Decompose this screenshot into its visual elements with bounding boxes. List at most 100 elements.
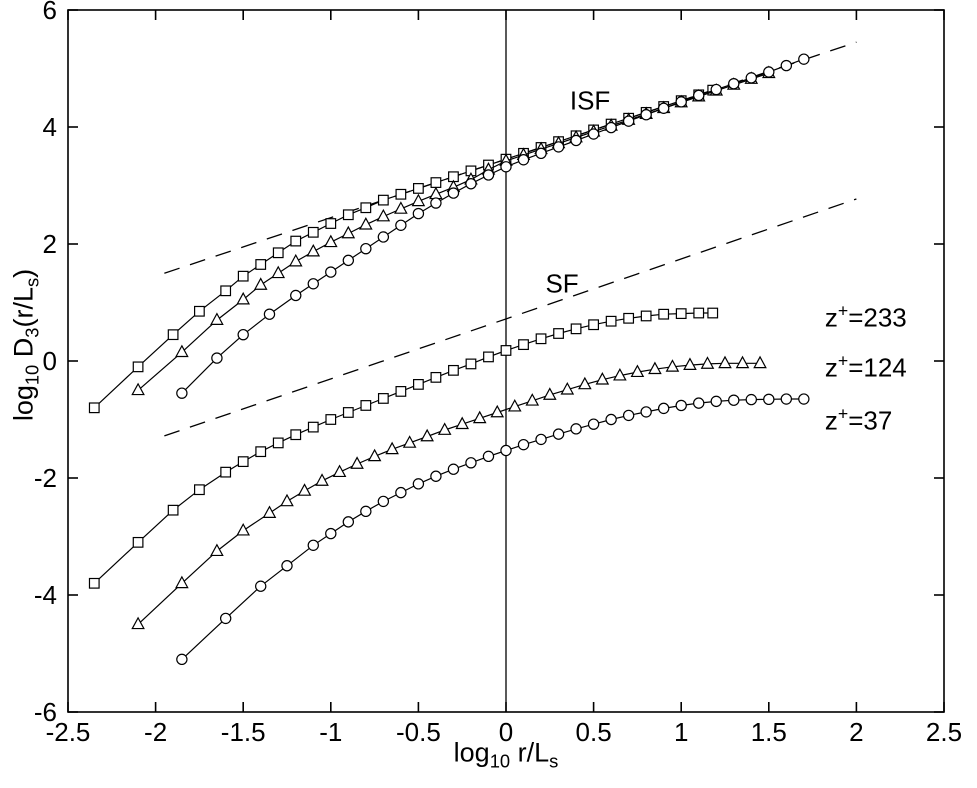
- square-marker: [194, 305, 205, 317]
- series-sf-square: [88, 307, 719, 589]
- circle-marker: [395, 486, 407, 499]
- square-marker: [132, 361, 144, 373]
- circle-marker: [395, 219, 407, 231]
- triangle-marker: [271, 265, 286, 279]
- triangle-marker: [630, 364, 645, 378]
- square-marker: [500, 345, 512, 356]
- x-tick-label: -2: [144, 717, 167, 747]
- square-marker: [535, 333, 547, 345]
- circle-marker: [657, 102, 670, 114]
- triangle-marker: [735, 355, 750, 369]
- square-marker: [88, 577, 100, 589]
- circle-marker: [430, 197, 442, 209]
- square-marker: [377, 393, 389, 404]
- circle-marker: [780, 59, 793, 72]
- x-label-text: log: [453, 737, 490, 768]
- circle-marker: [263, 308, 276, 320]
- square-marker: [413, 379, 424, 390]
- z233-annotation: z+=233: [824, 300, 907, 333]
- square-marker: [395, 188, 407, 200]
- circle-marker: [570, 423, 582, 435]
- triangle-marker: [420, 428, 434, 442]
- triangle-marker: [210, 312, 224, 325]
- z124-annotation: z+=124: [824, 350, 907, 383]
- triangle-marker: [341, 225, 356, 239]
- triangle-marker: [394, 201, 408, 214]
- triangle-marker: [542, 387, 557, 400]
- triangle-marker: [595, 372, 610, 385]
- triangle-marker: [262, 505, 277, 518]
- triangle-marker: [700, 356, 715, 369]
- circle-marker: [640, 109, 652, 121]
- circle-marker: [657, 402, 670, 415]
- triangle-marker: [437, 422, 452, 435]
- circle-marker: [728, 78, 740, 90]
- sf-annotation: SF: [545, 268, 579, 299]
- square-marker: [360, 202, 372, 214]
- circle-marker: [176, 387, 188, 399]
- circle-marker: [482, 450, 495, 463]
- square-marker: [307, 226, 319, 238]
- lower-dashed-slope1: [164, 198, 857, 437]
- circle-marker: [412, 207, 425, 220]
- circle-marker: [693, 89, 705, 102]
- circle-marker: [500, 444, 512, 457]
- circle-marker: [447, 463, 460, 475]
- square-marker: [377, 194, 389, 206]
- x-tick-label: 1.5: [751, 717, 787, 747]
- triangle-marker: [297, 483, 312, 496]
- triangle-marker: [455, 416, 470, 430]
- circle-marker: [465, 457, 477, 469]
- square-marker: [342, 407, 354, 418]
- series-line: [93, 89, 713, 409]
- circle-marker: [412, 478, 425, 490]
- circle-marker: [342, 516, 355, 528]
- isf-annotation: ISF: [569, 85, 611, 116]
- square-marker: [465, 358, 477, 370]
- triangle-marker: [665, 359, 680, 372]
- triangle-marker: [175, 575, 189, 589]
- circle-marker: [517, 154, 530, 166]
- y-tick-label: -2: [34, 463, 57, 493]
- circle-marker: [552, 428, 565, 440]
- triangle-marker: [560, 382, 575, 395]
- z37-annotation: z+=37: [824, 403, 893, 435]
- axis-ticks: -2.5 -2 -1.5 -1 -0.5 0 0.5 1 1.5 2 2.5 -6 -4 -2 0 2 4 6: [34, 0, 962, 747]
- square-marker: [658, 308, 670, 320]
- triangle-marker: [578, 376, 592, 390]
- triangle-marker: [288, 253, 303, 267]
- square-marker: [290, 429, 302, 441]
- circle-marker: [763, 393, 775, 406]
- square-marker: [430, 177, 442, 188]
- x-tick-label: -2.5: [46, 717, 91, 747]
- circle-marker: [640, 406, 652, 418]
- square-marker: [623, 312, 635, 324]
- circle-marker: [377, 495, 390, 508]
- series-isf-triangle: [131, 65, 776, 396]
- circle-marker: [219, 612, 232, 625]
- triangle-marker: [306, 243, 321, 257]
- circle-marker: [745, 393, 757, 406]
- square-marker: [167, 329, 179, 341]
- circle-marker: [237, 328, 249, 341]
- circle-marker: [675, 96, 687, 108]
- y-axis-label: log10 D3(r/Ls): [8, 268, 43, 422]
- square-marker: [255, 259, 267, 270]
- triangle-marker: [280, 493, 294, 507]
- triangle-marker: [332, 464, 347, 478]
- circle-marker: [780, 393, 793, 405]
- triangle-marker: [236, 522, 251, 536]
- square-marker: [570, 323, 582, 335]
- circle-marker: [535, 433, 547, 446]
- triangle-marker: [683, 357, 697, 370]
- series-line: [137, 72, 769, 391]
- triangle-marker: [411, 193, 426, 207]
- x-tick-label: -0.5: [396, 717, 441, 747]
- square-marker: [553, 328, 564, 339]
- circle-marker: [798, 393, 810, 405]
- circle-marker: [728, 394, 740, 406]
- circle-marker: [255, 580, 267, 592]
- square-marker: [325, 218, 337, 229]
- triangle-marker: [385, 441, 399, 455]
